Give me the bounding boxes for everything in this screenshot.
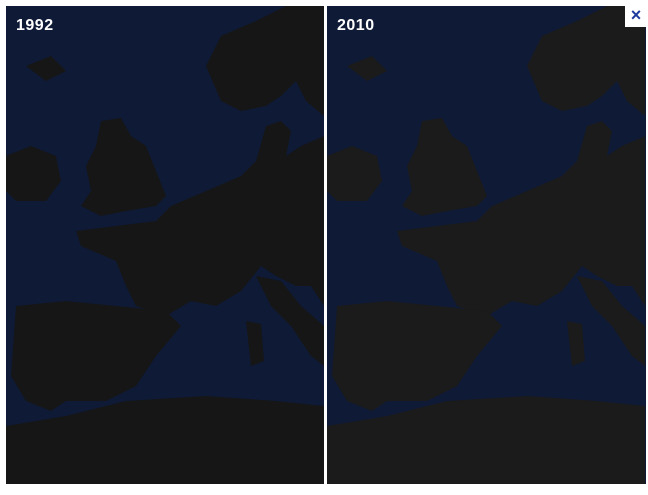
divider — [324, 6, 327, 484]
year-label: 1992 — [16, 17, 54, 34]
night-map-2010: 2010 — [327, 6, 646, 484]
night-map-1992: 1992 — [6, 6, 324, 484]
close-button[interactable]: × — [625, 5, 647, 27]
year-label: 2010 — [337, 17, 375, 34]
